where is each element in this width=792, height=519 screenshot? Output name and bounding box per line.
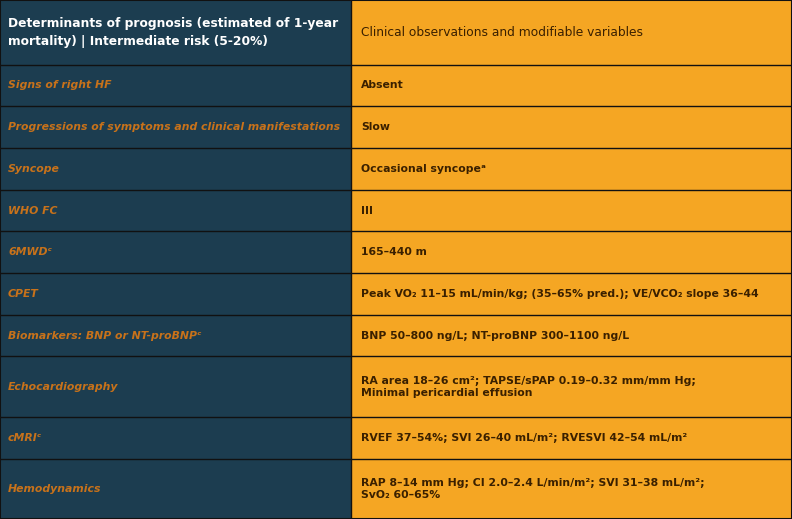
Text: III: III (361, 206, 373, 215)
Text: Signs of right HF: Signs of right HF (8, 80, 112, 90)
Bar (351, 64, 792, 106)
Bar (0, 0, 351, 64)
Text: Biomarkers: BNP or NT-proBNPᶜ: Biomarkers: BNP or NT-proBNPᶜ (8, 331, 201, 340)
Text: 165–440 m: 165–440 m (361, 247, 427, 257)
Bar (0, 315, 351, 357)
Bar (0, 148, 351, 189)
Text: Minimal pericardial effusion: Minimal pericardial effusion (361, 388, 532, 398)
Bar (351, 417, 792, 459)
Bar (0, 273, 351, 315)
Bar (351, 106, 792, 148)
Bar (351, 273, 792, 315)
Text: SvO₂ 60–65%: SvO₂ 60–65% (361, 490, 440, 500)
Bar (351, 459, 792, 519)
Text: Absent: Absent (361, 80, 404, 90)
Bar (0, 189, 351, 231)
Text: WHO FC: WHO FC (8, 206, 58, 215)
Text: Clinical observations and modifiable variables: Clinical observations and modifiable var… (361, 26, 643, 39)
Bar (351, 189, 792, 231)
Text: BNP 50–800 ng/L; NT-proBNP 300–1100 ng/L: BNP 50–800 ng/L; NT-proBNP 300–1100 ng/L (361, 331, 629, 340)
Text: Echocardiography: Echocardiography (8, 381, 119, 392)
Text: CPET: CPET (8, 289, 39, 299)
Bar (0, 231, 351, 273)
Text: RAP 8–14 mm Hg; CI 2.0–2.4 L/min/m²; SVI 31–38 mL/m²;: RAP 8–14 mm Hg; CI 2.0–2.4 L/min/m²; SVI… (361, 477, 704, 488)
Bar (351, 315, 792, 357)
Bar (0, 357, 351, 417)
Bar (351, 231, 792, 273)
Bar (0, 417, 351, 459)
Text: 6MWDᶜ: 6MWDᶜ (8, 247, 52, 257)
Text: Slow: Slow (361, 122, 390, 132)
Text: Hemodynamics: Hemodynamics (8, 484, 101, 494)
Text: cMRIᶜ: cMRIᶜ (8, 433, 42, 443)
Bar (0, 64, 351, 106)
Text: Syncope: Syncope (8, 164, 60, 174)
Text: Determinants of prognosis (estimated of 1-year
mortality) | Intermediate risk (5: Determinants of prognosis (estimated of … (8, 17, 338, 48)
Bar (0, 459, 351, 519)
Bar (351, 357, 792, 417)
Bar (351, 0, 792, 64)
Text: Occasional syncopeᵃ: Occasional syncopeᵃ (361, 164, 485, 174)
Text: Progressions of symptoms and clinical manifestations: Progressions of symptoms and clinical ma… (8, 122, 340, 132)
Bar (351, 148, 792, 189)
Text: RA area 18–26 cm²; TAPSE/sPAP 0.19–0.32 mm/mm Hg;: RA area 18–26 cm²; TAPSE/sPAP 0.19–0.32 … (361, 376, 695, 386)
Text: RVEF 37–54%; SVI 26–40 mL/m²; RVESVI 42–54 mL/m²: RVEF 37–54%; SVI 26–40 mL/m²; RVESVI 42–… (361, 433, 687, 443)
Bar (0, 106, 351, 148)
Text: Peak VO₂ 11–15 mL/min/kg; (35–65% pred.); VE/VCO₂ slope 36–44: Peak VO₂ 11–15 mL/min/kg; (35–65% pred.)… (361, 289, 759, 299)
